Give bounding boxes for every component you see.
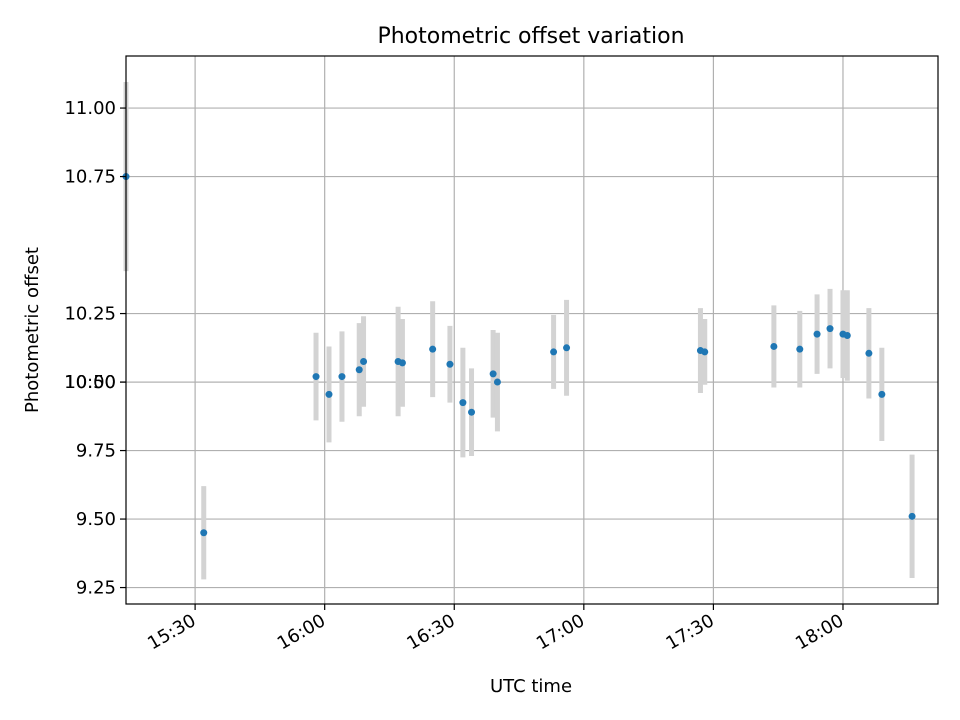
- x-axis-label: UTC time: [490, 676, 572, 697]
- x-tick-layer: 15:30 16:00 16:30 17:00 17:30 18:00: [144, 604, 847, 654]
- data-point: [429, 345, 437, 353]
- x-tick-label: 15:30: [144, 610, 199, 654]
- data-point: [550, 348, 558, 356]
- data-point: [908, 512, 916, 520]
- y-tick-label: 10.75: [64, 167, 116, 188]
- data-point: [878, 390, 886, 398]
- x-tick-label: 17:00: [533, 610, 588, 654]
- data-point: [200, 529, 208, 537]
- data-point: [770, 342, 778, 350]
- data-point: [325, 390, 333, 398]
- x-tick-label: 16:00: [274, 610, 329, 654]
- plot-frame: [125, 55, 939, 605]
- data-point: [701, 348, 709, 356]
- y-axis-label: Photometric offset: [22, 247, 43, 413]
- data-point: [796, 345, 804, 353]
- x-tick-label: 17:30: [662, 610, 717, 654]
- data-point: [446, 360, 454, 368]
- data-point: [459, 399, 467, 407]
- data-point: [355, 366, 363, 374]
- data-point: [489, 370, 497, 378]
- data-point: [865, 349, 873, 357]
- y-tick-label: 10:50: [64, 372, 116, 393]
- data-point: [563, 344, 571, 352]
- data-point: [398, 359, 406, 367]
- chart-title: Photometric offset variation: [377, 24, 684, 49]
- y-tick-label: 11.00: [64, 98, 116, 119]
- data-point: [468, 408, 476, 416]
- x-tick-label: 18:00: [792, 610, 847, 654]
- y-tick-layer: 9.25 9.50 9.75 10.00 10.25 10:50 10.75 11.00: [64, 98, 126, 599]
- y-tick-label: 9.25: [76, 578, 116, 599]
- errorbar-layer: [123, 82, 915, 580]
- data-point: [843, 331, 851, 339]
- data-point: [360, 358, 368, 366]
- y-tick-label: 9.50: [76, 509, 116, 530]
- data-point: [813, 330, 821, 338]
- y-tick-label: 9.75: [76, 441, 116, 462]
- data-point: [338, 373, 346, 381]
- data-point: [493, 378, 501, 386]
- data-point: [312, 373, 320, 381]
- data-point: [826, 325, 834, 333]
- x-tick-label: 16:30: [403, 610, 458, 654]
- y-tick-label: 10.00: [64, 372, 116, 393]
- point-layer: [122, 173, 916, 537]
- y-tick-label: 10.25: [64, 304, 116, 325]
